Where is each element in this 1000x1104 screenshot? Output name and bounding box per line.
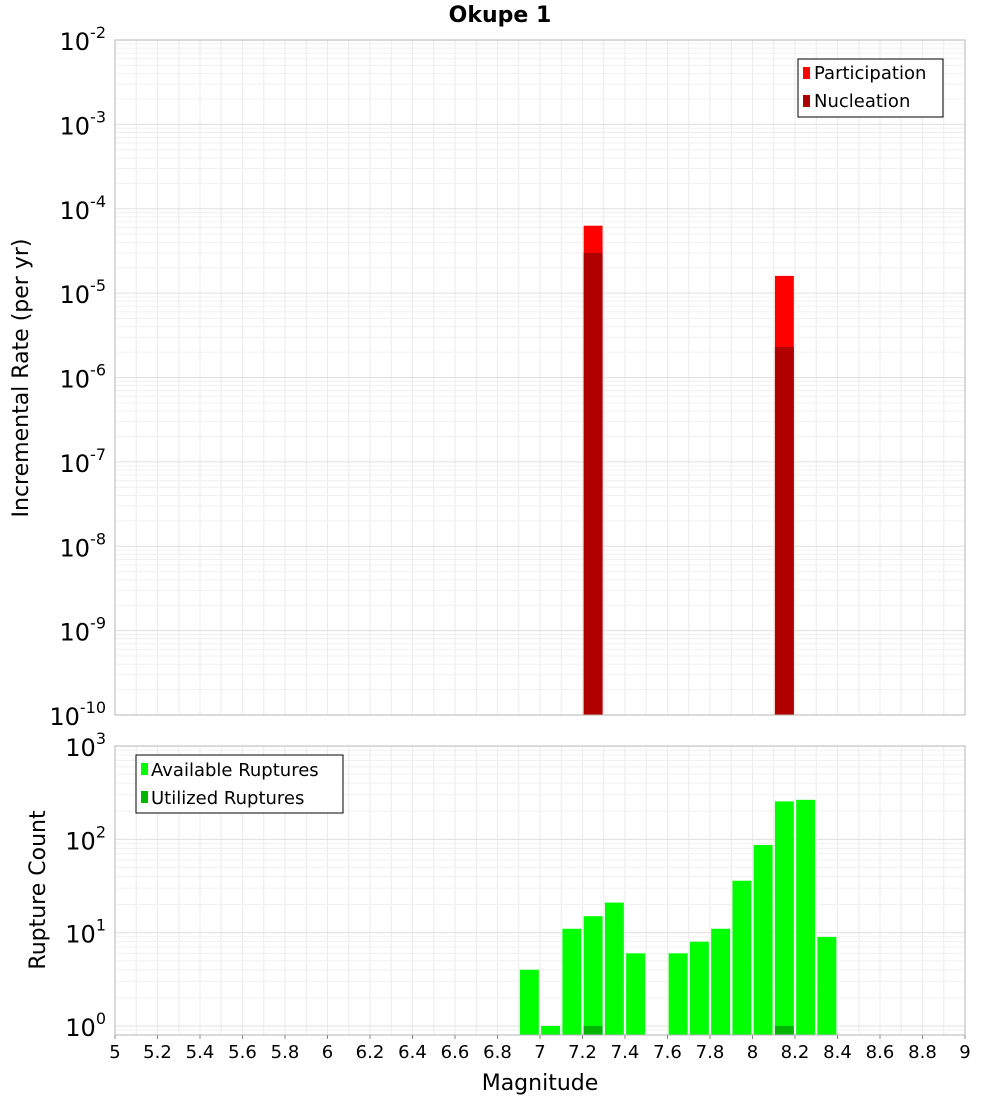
rate-bar-series-1 [774, 346, 794, 715]
x-tick-label: 6 [322, 1042, 333, 1063]
y-tick-label: 10-2 [60, 23, 107, 56]
y-tick-label: 10-10 [49, 698, 106, 731]
count-bar-series-0 [668, 953, 688, 1035]
x-tick-label: 7.8 [696, 1042, 725, 1063]
y-tick-label: 10-6 [60, 361, 107, 394]
x-tick-label: 8.6 [866, 1042, 895, 1063]
count-bar-series-0 [583, 916, 603, 1035]
nucleation-legend-swatch [803, 95, 810, 107]
x-tick-label: 7.2 [568, 1042, 597, 1063]
x-tick-label: 8.2 [781, 1042, 810, 1063]
count-bar-series-1 [774, 1025, 794, 1035]
count-bar-series-0 [796, 799, 816, 1035]
y-tick-label: 102 [65, 822, 106, 855]
y-tick-label: 10-4 [60, 192, 107, 225]
rate-legend-box [797, 58, 944, 118]
count-bar-series-0 [711, 928, 731, 1035]
rate-panel: Okupe 1 10-1010-910-810-710-610-510-410-… [9, 3, 966, 731]
x-tick-label: 7 [534, 1042, 545, 1063]
count-bar-series-0 [774, 801, 794, 1035]
y-tick-label: 10-9 [60, 614, 107, 647]
count-y-axis-label: Rupture Count [26, 810, 51, 970]
count-bar-series-0 [753, 844, 773, 1035]
x-tick-label: 8.4 [823, 1042, 852, 1063]
y-tick-label: 10-5 [60, 276, 107, 309]
count-bar-series-0 [689, 941, 709, 1035]
count-y-ticks: 100 101 102 103 [65, 729, 106, 1042]
rate-y-axis-label: Incremental Rate (per yr) [9, 239, 34, 518]
count-bar-series-0 [541, 1025, 561, 1035]
count-bars [519, 799, 837, 1035]
participation-legend-swatch [803, 67, 810, 79]
y-tick-label: 10-7 [60, 445, 107, 478]
count-panel: 100 101 102 103 5 5.2 5.4 5.6 5.8 6 6.2 6.4 6.6 6.8 7… [26, 729, 971, 1096]
y-tick-label: 101 [65, 916, 106, 949]
y-tick-label: 10-8 [60, 529, 107, 562]
y-tick-label: 100 [65, 1009, 106, 1042]
available-legend-label: Available Ruptures [151, 760, 319, 781]
rate-grid [114, 40, 966, 716]
x-tick-label: 5 [109, 1042, 120, 1063]
utilized-legend-label: Utilized Ruptures [151, 788, 304, 809]
rate-legend: Participation Nucleation [797, 58, 944, 118]
x-tick-label: 5.6 [228, 1042, 257, 1063]
utilized-legend-swatch [141, 791, 148, 803]
nucleation-legend-label: Nucleation [814, 91, 910, 112]
count-x-ticks: 5 5.2 5.4 5.6 5.8 6 6.2 6.4 6.6 6.8 7 7.2 7.4 7.6 7.8 8… [109, 1035, 971, 1063]
count-bar-series-0 [519, 969, 539, 1035]
y-tick-label: 10-3 [60, 107, 107, 140]
x-tick-label: 6.2 [356, 1042, 385, 1063]
count-bar-series-0 [604, 902, 624, 1035]
count-legend-box [135, 754, 344, 814]
x-tick-label: 9 [959, 1042, 970, 1063]
x-tick-label: 5.4 [186, 1042, 215, 1063]
x-tick-label: 5.8 [271, 1042, 300, 1063]
count-bar-series-0 [562, 928, 582, 1035]
participation-legend-label: Participation [814, 63, 926, 84]
count-bar-series-0 [817, 936, 837, 1035]
count-bar-series-0 [732, 880, 752, 1035]
x-tick-label: 7.6 [653, 1042, 682, 1063]
count-bar-series-0 [626, 953, 646, 1035]
rate-bars [583, 225, 794, 715]
x-tick-label: 8 [747, 1042, 758, 1063]
count-legend: Available Ruptures Utilized Ruptures [135, 754, 344, 814]
x-tick-label: 6.6 [441, 1042, 470, 1063]
x-tick-label: 7.4 [611, 1042, 640, 1063]
x-tick-label: 6.8 [483, 1042, 512, 1063]
rate-bar-series-1 [583, 252, 603, 715]
count-bar-series-1 [583, 1025, 603, 1035]
x-tick-label: 5.2 [143, 1042, 172, 1063]
rate-plot-frame [114, 39, 966, 716]
chart-title: Okupe 1 [449, 3, 552, 28]
x-tick-label: 6.4 [398, 1042, 427, 1063]
y-tick-label: 103 [65, 729, 106, 762]
available-legend-swatch [141, 763, 148, 775]
rate-y-ticks: 10-10 10-9 10-8 10-7 10-6 10-5 10-4 10-3 10-2 [49, 23, 106, 731]
x-axis-label: Magnitude [482, 1071, 599, 1096]
x-tick-label: 8.8 [908, 1042, 937, 1063]
